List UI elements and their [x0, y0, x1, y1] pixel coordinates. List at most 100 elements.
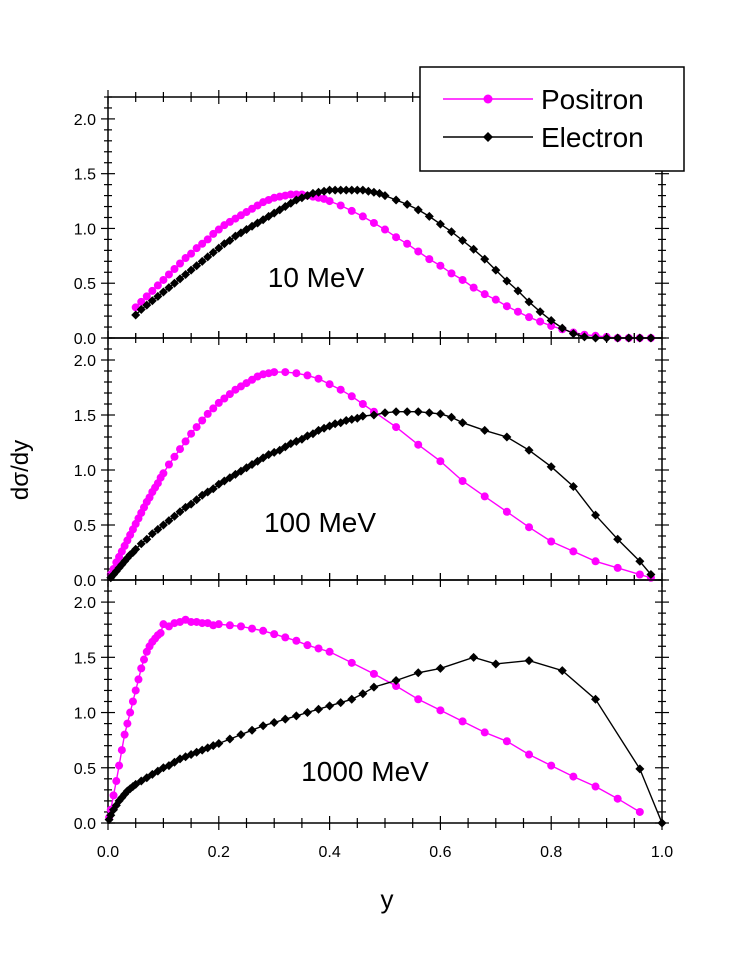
data-point	[281, 633, 290, 642]
data-point	[414, 695, 423, 704]
data-point	[502, 432, 512, 442]
data-point	[381, 225, 389, 234]
data-point	[187, 429, 196, 438]
data-point	[236, 730, 246, 740]
data-point	[131, 686, 140, 695]
data-point	[369, 669, 378, 678]
data-point	[330, 185, 340, 195]
legend-box	[419, 66, 685, 172]
data-point	[148, 286, 157, 295]
y-axis-label: dσ/dy	[7, 440, 34, 500]
data-point	[164, 283, 174, 293]
data-point	[524, 445, 534, 455]
data-point	[635, 764, 645, 774]
data-point	[197, 256, 207, 266]
legend-label-positron: Positron	[541, 84, 644, 115]
data-point	[402, 407, 412, 417]
data-point	[292, 190, 301, 199]
y-tick-label: 0.0	[74, 816, 96, 833]
data-point	[436, 457, 445, 466]
x-tick-label: 0.8	[540, 844, 562, 861]
data-point	[469, 283, 478, 292]
data-point	[413, 407, 423, 417]
data-point	[164, 270, 173, 279]
data-point	[336, 185, 346, 195]
data-point	[502, 507, 511, 516]
data-point	[142, 292, 151, 301]
y-tick-label: 1.0	[74, 706, 96, 723]
y-tick-label: 0.0	[74, 331, 96, 348]
data-point	[591, 557, 600, 566]
data-point	[258, 721, 268, 731]
data-point	[424, 408, 434, 418]
data-point	[591, 510, 601, 520]
data-point	[248, 624, 257, 633]
y-tick-label: 1.5	[74, 650, 96, 667]
data-point	[158, 287, 168, 297]
data-point	[170, 264, 179, 273]
data-point	[414, 440, 423, 449]
data-point	[546, 462, 556, 472]
y-tick-label: 0.5	[74, 761, 96, 778]
data-point	[209, 404, 218, 413]
data-point	[347, 185, 357, 195]
y-tick-label: 1.0	[74, 221, 96, 238]
data-point	[314, 374, 323, 383]
data-point	[435, 663, 445, 673]
data-point	[347, 694, 357, 704]
data-point	[169, 511, 179, 521]
data-point	[325, 701, 335, 711]
data-point	[314, 644, 323, 653]
data-point	[192, 244, 201, 253]
data-point	[302, 708, 312, 718]
data-point	[158, 520, 168, 530]
data-point	[303, 641, 312, 650]
data-point	[181, 254, 190, 263]
panel-3: 0.0 0.5 1.0 1.5 2.0 1000 MeV	[74, 573, 669, 833]
data-point	[524, 297, 534, 307]
data-point	[269, 717, 279, 727]
series-line	[110, 371, 652, 579]
data-point	[236, 622, 245, 631]
panel-2: 0.0 0.5 1.0 1.5 2.0 100 MeV	[74, 331, 669, 590]
data-point	[208, 484, 218, 494]
data-point	[164, 516, 174, 526]
data-point	[458, 717, 467, 726]
y-tick-label: 1.0	[74, 463, 96, 480]
data-point	[247, 221, 257, 231]
data-point	[480, 728, 489, 737]
data-point	[225, 390, 234, 399]
data-point	[347, 206, 356, 215]
data-point	[198, 416, 207, 425]
data-point	[425, 255, 434, 264]
data-point	[303, 371, 312, 380]
data-point	[192, 261, 202, 271]
data-point	[502, 302, 511, 311]
data-point	[203, 252, 213, 262]
data-point	[513, 307, 522, 316]
data-point	[214, 398, 223, 407]
y-tick-label: 0.0	[74, 573, 96, 590]
data-point	[392, 682, 401, 691]
data-point	[579, 332, 589, 342]
data-point	[286, 190, 295, 199]
data-point	[259, 626, 268, 635]
data-point	[569, 547, 578, 556]
data-point	[480, 290, 489, 299]
plot-area: 0.0 0.5 1.0 1.5 2.0 10 MeV 0.0 0.5 1.0 1.5 2.0 100 …	[74, 90, 673, 861]
data-point	[525, 750, 534, 759]
data-point	[131, 544, 141, 554]
data-point	[325, 185, 335, 195]
y-tick-label: 1.5	[74, 167, 96, 184]
y-tick-label: 2.0	[74, 353, 96, 370]
data-point	[187, 617, 196, 626]
y-tick-label: 2.0	[74, 112, 96, 129]
data-point	[369, 682, 379, 692]
data-point	[635, 570, 644, 579]
data-point	[292, 636, 301, 645]
data-point	[336, 698, 346, 708]
data-point	[613, 794, 622, 803]
data-point	[270, 368, 279, 377]
data-point	[480, 425, 490, 435]
